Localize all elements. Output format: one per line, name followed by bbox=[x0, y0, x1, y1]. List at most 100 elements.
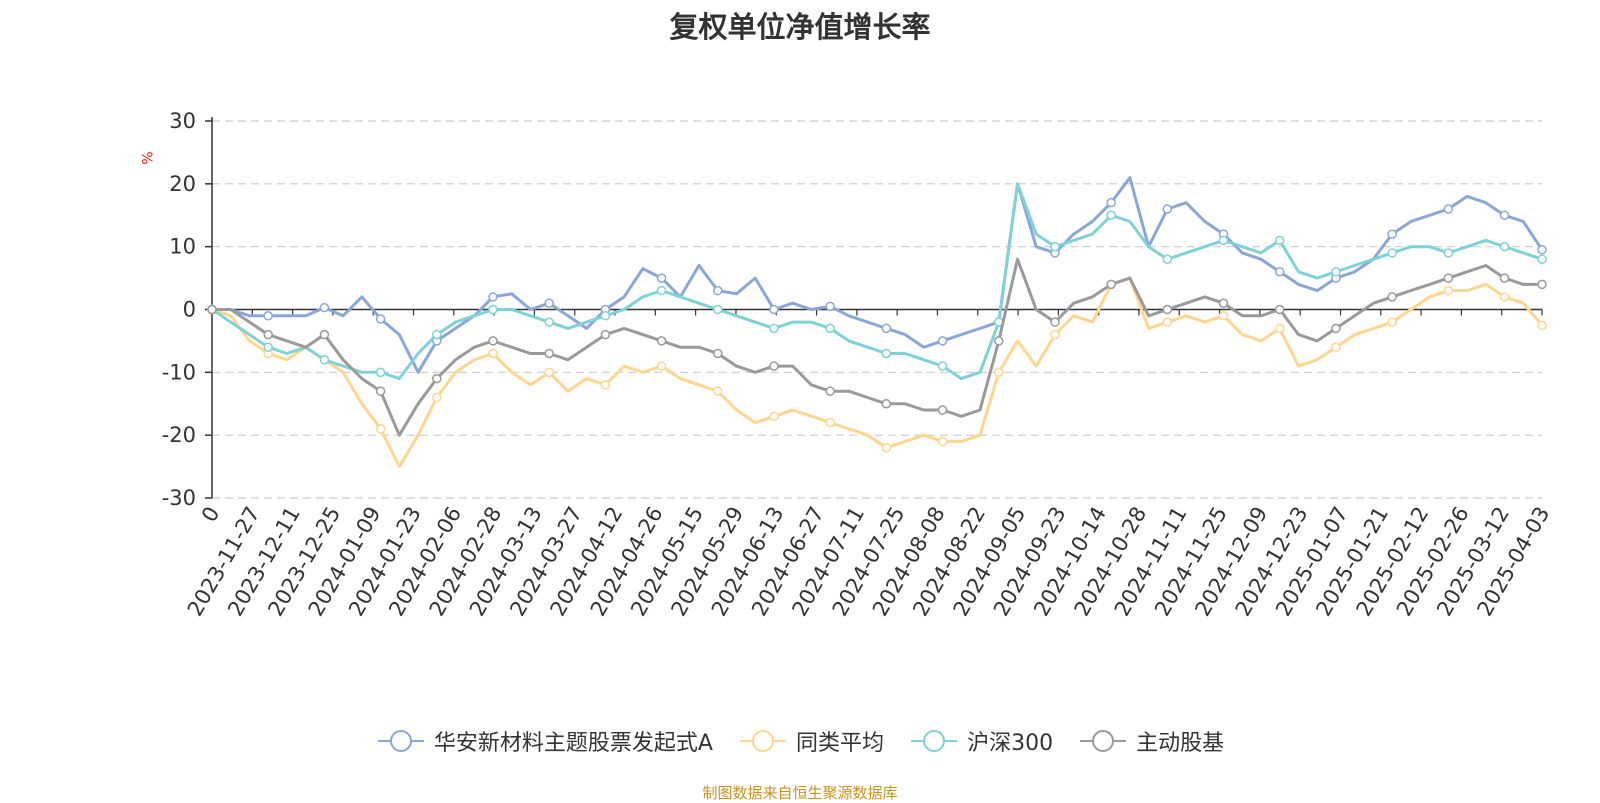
line-chart: 3020100-10-20-3002023-11-272023-12-11202… bbox=[162, 109, 1555, 620]
data-point bbox=[656, 285, 667, 296]
data-point bbox=[207, 304, 217, 315]
data-point bbox=[937, 336, 948, 346]
series-line-2 bbox=[211, 182, 1543, 381]
data-point bbox=[825, 386, 835, 396]
data-point bbox=[544, 298, 554, 308]
data-point bbox=[1537, 320, 1547, 330]
data-point bbox=[263, 329, 273, 340]
data-point bbox=[319, 302, 330, 313]
legend-marker-icon bbox=[739, 730, 786, 752]
data-point bbox=[1331, 323, 1341, 334]
data-point bbox=[600, 329, 611, 340]
data-point bbox=[1331, 267, 1341, 277]
data-point bbox=[1218, 298, 1229, 308]
data-point bbox=[1274, 267, 1285, 277]
data-point bbox=[1218, 311, 1229, 321]
data-point bbox=[375, 424, 386, 434]
data-point bbox=[1537, 279, 1547, 290]
data-point bbox=[1218, 235, 1229, 246]
data-point bbox=[1106, 210, 1116, 220]
data-point bbox=[544, 367, 554, 378]
series-line-0 bbox=[212, 176, 1544, 374]
data-point bbox=[1499, 273, 1510, 283]
data-point bbox=[432, 392, 442, 403]
y-tick-label: 20 bbox=[169, 172, 196, 196]
legend-item-series-a[interactable]: 华安新材料主题股票发起式A bbox=[376, 725, 713, 757]
data-point bbox=[1050, 241, 1060, 252]
data-point bbox=[1443, 248, 1454, 258]
series-line-3 bbox=[212, 257, 1542, 437]
data-point bbox=[769, 411, 779, 422]
data-point bbox=[1499, 292, 1510, 302]
data-point bbox=[600, 311, 611, 321]
data-point bbox=[881, 442, 892, 453]
data-point bbox=[1443, 204, 1454, 214]
data-point bbox=[1162, 317, 1173, 327]
data-point bbox=[769, 304, 779, 315]
data-point bbox=[544, 348, 554, 359]
data-point bbox=[1106, 197, 1116, 208]
data-point bbox=[1274, 323, 1285, 334]
data-point bbox=[319, 355, 330, 365]
data-point bbox=[656, 273, 667, 283]
y-tick-label: 30 bbox=[169, 109, 196, 133]
data-point bbox=[432, 373, 442, 384]
data-point bbox=[825, 301, 835, 312]
data-point bbox=[544, 317, 554, 327]
legend-label: 主动股基 bbox=[1136, 731, 1225, 756]
data-point bbox=[994, 336, 1004, 346]
data-point bbox=[1387, 248, 1397, 258]
data-point bbox=[825, 323, 835, 334]
data-point bbox=[432, 329, 442, 340]
data-point bbox=[488, 292, 498, 302]
data-point bbox=[1274, 235, 1285, 246]
legend: 华安新材料主题股票发起式A 同类平均 沪深300 主动股基 bbox=[0, 725, 1600, 757]
legend-marker-icon bbox=[377, 730, 424, 752]
data-point bbox=[656, 361, 667, 371]
data-point bbox=[1162, 204, 1173, 214]
legend-marker-icon bbox=[1080, 730, 1127, 752]
data-point bbox=[937, 361, 948, 371]
data-point bbox=[375, 314, 386, 324]
data-point bbox=[375, 367, 386, 378]
data-point bbox=[881, 348, 892, 359]
data-point bbox=[1387, 229, 1397, 239]
legend-label: 华安新材料主题股票发起式A bbox=[433, 731, 713, 756]
chart-title: 复权单位净值增长率 bbox=[669, 10, 931, 44]
data-source-note: 制图数据来自恒生聚源数据库 bbox=[702, 784, 898, 802]
data-point bbox=[1387, 292, 1397, 302]
legend-item-active-equity[interactable]: 主动股基 bbox=[1078, 725, 1224, 757]
data-point bbox=[1499, 210, 1510, 220]
data-point bbox=[1331, 342, 1341, 352]
data-point bbox=[488, 304, 498, 315]
y-tick-label: -10 bbox=[162, 360, 196, 384]
data-point bbox=[994, 367, 1004, 378]
data-point bbox=[1443, 285, 1454, 296]
data-point bbox=[713, 348, 723, 359]
data-point bbox=[600, 380, 611, 390]
data-point bbox=[319, 329, 330, 340]
data-point bbox=[769, 361, 779, 371]
data-point bbox=[263, 311, 273, 321]
series-line-1 bbox=[211, 276, 1544, 469]
data-point bbox=[1499, 241, 1510, 252]
data-point bbox=[1162, 304, 1173, 315]
data-point bbox=[1537, 254, 1547, 264]
data-point bbox=[1387, 317, 1397, 327]
legend-item-peer-average[interactable]: 同类平均 bbox=[738, 725, 884, 757]
data-point bbox=[488, 336, 498, 346]
y-tick-label: 10 bbox=[169, 235, 196, 259]
data-point bbox=[769, 323, 779, 334]
data-point bbox=[1443, 273, 1454, 283]
data-point bbox=[881, 323, 892, 334]
data-point bbox=[1050, 329, 1060, 340]
data-point bbox=[656, 336, 667, 346]
legend-marker-icon bbox=[911, 730, 958, 752]
data-point bbox=[937, 436, 948, 447]
data-point bbox=[375, 386, 386, 396]
legend-label: 同类平均 bbox=[795, 731, 884, 756]
data-point bbox=[1050, 317, 1060, 327]
data-point bbox=[1106, 279, 1116, 290]
data-point bbox=[488, 348, 498, 359]
legend-item-hs300[interactable]: 沪深300 bbox=[909, 725, 1053, 757]
